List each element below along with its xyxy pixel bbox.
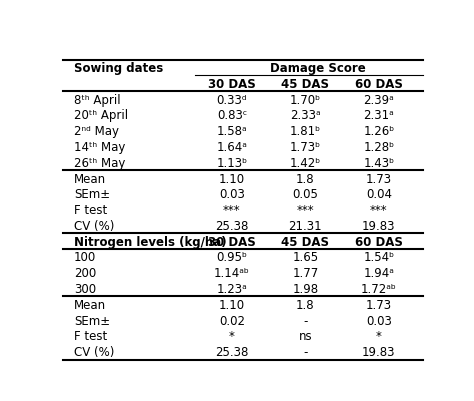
Text: 100: 100	[74, 251, 96, 264]
Text: 0.03: 0.03	[219, 188, 245, 201]
Text: 2.39ᵃ: 2.39ᵃ	[364, 93, 394, 106]
Text: 1.58ᵃ: 1.58ᵃ	[217, 125, 247, 138]
Text: 1.73ᵇ: 1.73ᵇ	[290, 141, 321, 154]
Text: *: *	[376, 330, 382, 342]
Text: 1.8: 1.8	[296, 172, 315, 185]
Text: 45 DAS: 45 DAS	[282, 235, 329, 248]
Text: 1.65: 1.65	[292, 251, 319, 264]
Text: Nitrogen levels (kg/ha): Nitrogen levels (kg/ha)	[74, 235, 227, 248]
Text: F test: F test	[74, 204, 107, 217]
Text: 19.83: 19.83	[362, 219, 396, 232]
Text: 1.42ᵇ: 1.42ᵇ	[290, 156, 321, 169]
Text: 1.94ᵃ: 1.94ᵃ	[364, 267, 394, 279]
Text: ***: ***	[297, 204, 314, 217]
Text: 25.38: 25.38	[215, 219, 248, 232]
Text: 26ᵗʰ May: 26ᵗʰ May	[74, 156, 125, 169]
Text: 1.73: 1.73	[366, 172, 392, 185]
Text: -: -	[303, 314, 308, 327]
Text: 0.03: 0.03	[366, 314, 392, 327]
Text: 1.28ᵇ: 1.28ᵇ	[363, 141, 394, 154]
Text: 300: 300	[74, 282, 96, 295]
Text: 25.38: 25.38	[215, 345, 248, 358]
Text: 19.83: 19.83	[362, 345, 396, 358]
Text: 0.04: 0.04	[366, 188, 392, 201]
Text: 1.81ᵇ: 1.81ᵇ	[290, 125, 321, 138]
Text: 21.31: 21.31	[289, 219, 322, 232]
Text: 30 DAS: 30 DAS	[208, 235, 256, 248]
Text: Mean: Mean	[74, 172, 106, 185]
Text: 1.10: 1.10	[219, 298, 245, 311]
Text: 14ᵗʰ May: 14ᵗʰ May	[74, 141, 125, 154]
Text: 1.43ᵇ: 1.43ᵇ	[363, 156, 394, 169]
Text: 1.54ᵇ: 1.54ᵇ	[363, 251, 394, 264]
Text: 1.64ᵃ: 1.64ᵃ	[217, 141, 247, 154]
Text: 1.13ᵇ: 1.13ᵇ	[216, 156, 247, 169]
Text: 0.95ᵇ: 0.95ᵇ	[217, 251, 247, 264]
Text: 20ᵗʰ April: 20ᵗʰ April	[74, 109, 128, 122]
Text: CV (%): CV (%)	[74, 219, 114, 232]
Text: ***: ***	[370, 204, 388, 217]
Text: 0.02: 0.02	[219, 314, 245, 327]
Text: F test: F test	[74, 330, 107, 342]
Text: 1.10: 1.10	[219, 172, 245, 185]
Text: *: *	[229, 330, 235, 342]
Text: Sowing dates: Sowing dates	[74, 62, 163, 75]
Text: Damage Score: Damage Score	[270, 62, 366, 75]
Text: ns: ns	[299, 330, 312, 342]
Text: Mean: Mean	[74, 298, 106, 311]
Text: 60 DAS: 60 DAS	[355, 78, 403, 91]
Text: 0.83ᶜ: 0.83ᶜ	[217, 109, 247, 122]
Text: CV (%): CV (%)	[74, 345, 114, 358]
Text: 200: 200	[74, 267, 96, 279]
Text: ***: ***	[223, 204, 241, 217]
Text: -: -	[303, 345, 308, 358]
Text: 1.14ᵃᵇ: 1.14ᵃᵇ	[214, 267, 250, 279]
Text: SEm±: SEm±	[74, 188, 110, 201]
Text: 1.8: 1.8	[296, 298, 315, 311]
Text: 1.26ᵇ: 1.26ᵇ	[363, 125, 394, 138]
Text: SEm±: SEm±	[74, 314, 110, 327]
Text: 2.33ᵃ: 2.33ᵃ	[290, 109, 321, 122]
Text: 60 DAS: 60 DAS	[355, 235, 403, 248]
Text: 45 DAS: 45 DAS	[282, 78, 329, 91]
Text: 8ᵗʰ April: 8ᵗʰ April	[74, 93, 120, 106]
Text: 2.31ᵃ: 2.31ᵃ	[364, 109, 394, 122]
Text: 0.05: 0.05	[292, 188, 319, 201]
Text: 1.70ᵇ: 1.70ᵇ	[290, 93, 321, 106]
Text: 1.73: 1.73	[366, 298, 392, 311]
Text: 30 DAS: 30 DAS	[208, 78, 256, 91]
Text: 2ⁿᵈ May: 2ⁿᵈ May	[74, 125, 119, 138]
Text: 1.77: 1.77	[292, 267, 319, 279]
Text: 1.72ᵃᵇ: 1.72ᵃᵇ	[361, 282, 397, 295]
Text: 1.23ᵃ: 1.23ᵃ	[217, 282, 247, 295]
Text: 1.98: 1.98	[292, 282, 319, 295]
Text: 0.33ᵈ: 0.33ᵈ	[217, 93, 247, 106]
